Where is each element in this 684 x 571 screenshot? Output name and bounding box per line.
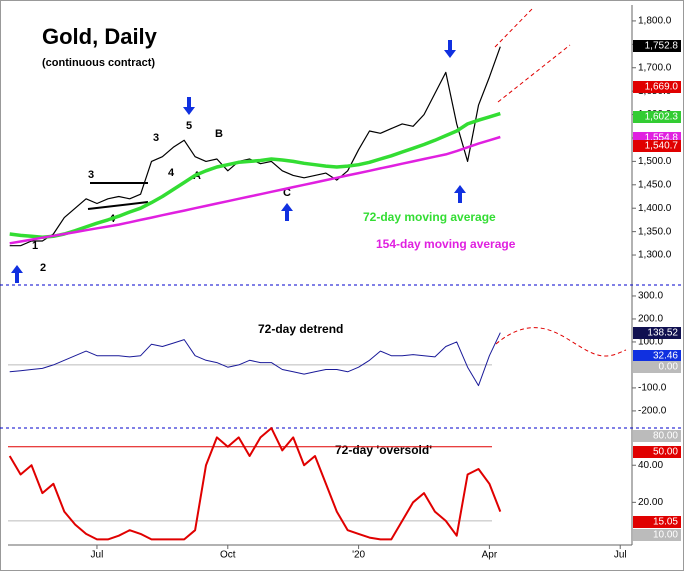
series-line xyxy=(9,135,501,245)
x-tick-label: Jul xyxy=(614,550,627,561)
wave-label: B xyxy=(215,128,223,140)
value-tag-label: 1,602.3 xyxy=(645,112,679,123)
y-tick-label: 40.00 xyxy=(638,460,663,471)
value-tag xyxy=(633,81,681,93)
arrow-down xyxy=(183,97,195,115)
value-tag xyxy=(633,350,681,362)
value-tag-label: 1,540.7 xyxy=(645,141,679,152)
x-tick-label: Oct xyxy=(220,550,236,561)
y-tick-label: 1,700.0 xyxy=(638,62,672,73)
series-line xyxy=(9,111,501,239)
value-tag-label: 15.05 xyxy=(653,517,678,528)
value-tag-label: 0.00 xyxy=(659,362,679,373)
trend-line xyxy=(87,201,149,210)
projection-line xyxy=(497,44,571,103)
value-tag xyxy=(633,430,681,442)
series-line xyxy=(9,332,501,387)
chart-title: Gold, Daily xyxy=(42,24,158,49)
y-tick-label: -100.0 xyxy=(638,383,667,394)
y-tick-label: 300.0 xyxy=(638,291,663,302)
value-tag xyxy=(633,446,681,458)
wave-label: 2 xyxy=(40,262,46,274)
y-tick-label: 1,400.0 xyxy=(638,203,672,214)
value-tag-label: 1,554.8 xyxy=(645,133,679,144)
arrow-up xyxy=(281,203,293,221)
y-tick-label: 20.00 xyxy=(638,497,663,508)
y-tick-label: 1,800.0 xyxy=(638,16,672,27)
series-line xyxy=(8,427,502,541)
wave-label: C xyxy=(283,187,291,199)
value-tag-label: 138.52 xyxy=(647,328,678,339)
wave-label: 1 xyxy=(32,240,38,252)
x-tick-label: '20 xyxy=(352,550,365,561)
value-tag xyxy=(633,140,681,152)
arrow-up xyxy=(11,265,23,283)
wave-label: 3 xyxy=(88,169,94,181)
x-tick-label: Jul xyxy=(91,550,104,561)
value-tag xyxy=(633,327,681,339)
y-tick-label: 1,500.0 xyxy=(638,156,672,167)
value-tag xyxy=(633,516,681,528)
value-tag-label: 50.00 xyxy=(653,447,678,458)
wave-label: 5 xyxy=(186,120,192,132)
arrow-up xyxy=(454,185,466,203)
value-tag-label: 32.46 xyxy=(653,351,678,362)
value-tag-label: 10.00 xyxy=(653,530,678,541)
value-tag xyxy=(633,40,681,52)
projection-line xyxy=(494,7,534,48)
wave-label: 3 xyxy=(153,132,159,144)
y-tick-label: 1,300.0 xyxy=(638,250,672,261)
series-label: 154-day moving average xyxy=(376,237,516,251)
y-tick-label: 1,350.0 xyxy=(638,226,672,237)
value-tag xyxy=(633,529,681,541)
chart-subtitle: (continuous contract) xyxy=(42,57,155,69)
x-tick-label: Apr xyxy=(482,550,498,561)
arrows xyxy=(11,40,466,283)
value-tag xyxy=(633,111,681,123)
y-tick-label: 200.0 xyxy=(638,314,663,325)
series-label: 72-day detrend xyxy=(258,322,343,336)
value-tag-label: 80.00 xyxy=(653,431,678,442)
y-tick-label: 1,450.0 xyxy=(638,179,672,190)
value-tag-label: 1,669.0 xyxy=(645,82,679,93)
arrow-down xyxy=(444,40,456,58)
wave-label: 4 xyxy=(168,167,175,179)
series-label: 72-day 'oversold' xyxy=(335,443,432,457)
series-label: 72-day moving average xyxy=(363,210,496,224)
y-tick-label: -200.0 xyxy=(638,406,667,417)
y-tick-label: 100.0 xyxy=(638,337,663,348)
value-tag xyxy=(633,361,681,373)
value-tag-label: 1,752.8 xyxy=(645,41,679,52)
projection-curve xyxy=(495,327,627,357)
